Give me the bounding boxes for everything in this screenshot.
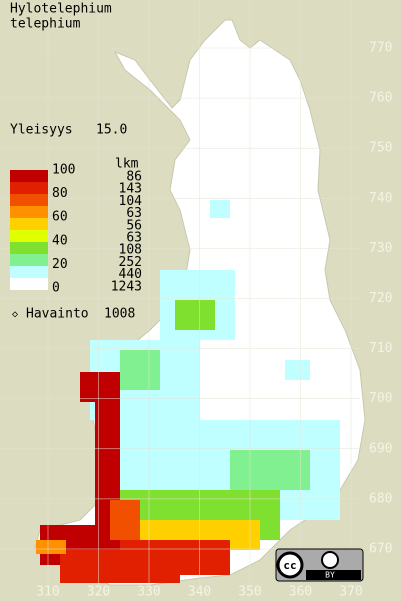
grid-lines [0,0,360,585]
y-axis-label: 690 [369,441,392,456]
legend-swatch [10,254,48,266]
legend-scale-label: 80 [52,186,68,201]
legend-swatch [10,206,48,218]
legend-count: 86 [126,170,142,185]
legend-swatch [10,218,48,230]
x-axis-label: 330 [137,585,160,600]
legend-count: 104 [119,194,143,209]
y-axis-label: 720 [369,291,392,306]
legend-swatch [10,278,48,290]
y-axis-label: 700 [369,391,392,406]
x-axis-label: 370 [339,585,362,600]
license-text: BY [325,571,335,580]
legend-swatch [10,230,48,242]
y-axis-label: 670 [369,542,392,557]
y-axis-label: 710 [369,341,392,356]
legend-scale-label: 0 [52,281,60,296]
y-axis-label: 680 [369,491,392,506]
legend-swatch [10,242,48,254]
legend-count: 63 [126,231,142,246]
frequency-value: 15.0 [96,123,127,138]
count-header: lkm [115,157,139,172]
legend-count: 143 [119,182,142,197]
observations-label: Havainto [26,307,89,322]
legend-count: 440 [119,267,142,282]
y-axis-label: 760 [369,91,392,106]
y-axis-label: 740 [369,191,392,206]
y-axis-label: 730 [369,241,392,256]
title: telephium [10,17,81,32]
y-axis-label: 750 [369,141,392,156]
frequency-label: Yleisyys [10,123,73,138]
license-badge: cc BY [275,548,364,582]
x-axis-label: 340 [188,585,211,600]
title: Hylotelephium [10,2,112,17]
legend-swatch [10,266,48,278]
legend-scale-label: 20 [52,257,68,272]
legend-swatch [10,182,48,194]
distribution-cells [36,200,340,583]
observation-marker: ◇ [12,309,18,320]
legend-count: 108 [119,243,142,258]
y-axis-label: 770 [369,41,392,56]
legend-scale-label: 100 [52,163,75,178]
x-axis-label: 310 [36,585,59,600]
legend-count: 252 [119,255,142,270]
legend-count: 56 [126,218,142,233]
x-axis-label: 360 [289,585,312,600]
legend-scale-label: 60 [52,210,68,225]
observations-value: 1008 [104,307,135,322]
legend-count: 63 [126,206,142,221]
legend-swatch [10,194,48,206]
x-axis-label: 320 [87,585,110,600]
legend-scale-label: 40 [52,233,68,248]
svg-text:cc: cc [283,559,296,572]
legend-count: 1243 [111,279,142,294]
legend-swatch [10,170,48,182]
x-axis-label: 350 [238,585,261,600]
